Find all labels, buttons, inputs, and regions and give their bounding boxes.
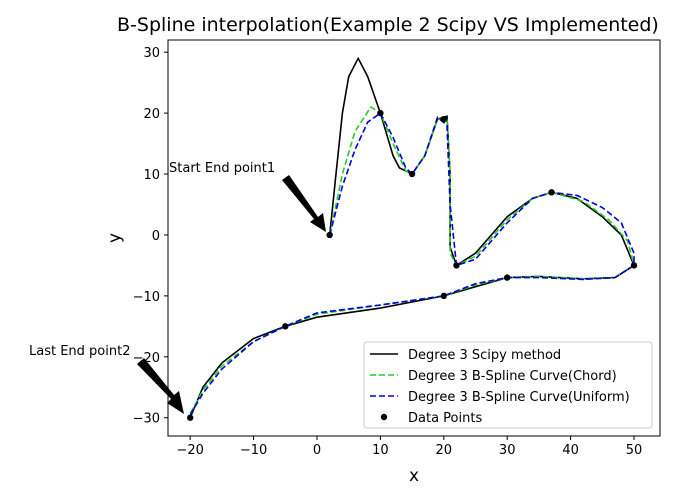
y-tick-label: −20 bbox=[133, 351, 160, 366]
legend-label: Degree 3 B-Spline Curve(Uniform) bbox=[408, 390, 630, 405]
y-tick-label: 10 bbox=[143, 168, 160, 183]
annotation: Start End point1 bbox=[169, 161, 275, 176]
chart-title: B-Spline interpolation(Example 2 Scipy V… bbox=[117, 14, 659, 36]
x-tick-label: 50 bbox=[626, 443, 643, 458]
legend-label: Degree 3 B-Spline Curve(Chord) bbox=[408, 369, 617, 384]
data-point bbox=[326, 231, 333, 239]
x-axis-label: x bbox=[409, 466, 419, 486]
data-point bbox=[282, 323, 289, 330]
x-tick-label: −20 bbox=[176, 443, 203, 458]
data-point bbox=[630, 262, 638, 269]
x-tick-label: 0 bbox=[313, 443, 321, 458]
x-tick-label: 20 bbox=[436, 443, 453, 458]
data-point bbox=[440, 292, 447, 300]
data-point bbox=[504, 274, 511, 281]
data-point bbox=[408, 170, 416, 178]
legend-label: Data Points bbox=[408, 411, 482, 426]
data-point bbox=[186, 414, 194, 421]
annotation: Last End point2 bbox=[29, 344, 130, 359]
y-axis-label: y bbox=[105, 233, 125, 243]
y-tick-label: 20 bbox=[143, 107, 160, 122]
annotation-arrow bbox=[282, 175, 326, 232]
series-line bbox=[189, 111, 635, 416]
x-tick-label: 10 bbox=[372, 443, 389, 458]
x-tick-label: 40 bbox=[562, 443, 579, 458]
axes-frame bbox=[167, 39, 661, 437]
legend-marker bbox=[380, 413, 388, 421]
annotation-arrow bbox=[137, 358, 184, 414]
y-tick-label: 0 bbox=[152, 229, 160, 244]
data-point bbox=[377, 109, 384, 117]
data-point bbox=[548, 189, 555, 196]
y-tick-label: −30 bbox=[133, 412, 160, 427]
plot-area bbox=[186, 56, 638, 421]
x-tick-label: 30 bbox=[499, 443, 516, 458]
data-point bbox=[440, 116, 447, 123]
y-tick-label: 30 bbox=[143, 46, 160, 61]
y-tick-label: −10 bbox=[133, 290, 160, 305]
data-point bbox=[453, 262, 460, 269]
legend-box bbox=[363, 341, 653, 429]
legend-label: Degree 3 Scipy method bbox=[408, 348, 561, 363]
x-tick-label: −10 bbox=[240, 443, 267, 458]
